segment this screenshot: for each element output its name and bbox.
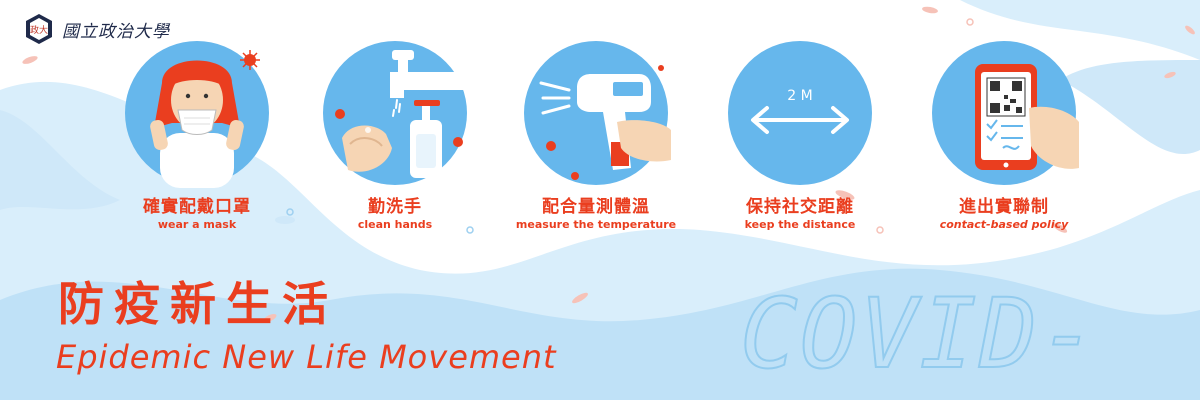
tip-label-zh: 配合量測體溫 <box>542 197 650 217</box>
tip-label-en: wear a mask <box>157 218 237 231</box>
nccu-seal-icon: 政大 <box>26 14 52 44</box>
face-mask-icon <box>125 41 269 188</box>
tip-label-en: clean hands <box>357 218 433 231</box>
main-title-zh: 防疫新生活 <box>58 277 338 331</box>
tip-contact-based-policy: 進出實聯制 contact-based policy <box>904 38 1104 231</box>
distance-label: 2 M <box>787 88 812 104</box>
main-title-en: Epidemic New Life Movement <box>56 338 557 376</box>
covid-watermark: COVID-19 <box>739 277 1099 400</box>
distance-arrow-icon: 2 M <box>728 41 872 185</box>
seal-text: 政大 <box>30 24 48 36</box>
tip-label-en: keep the distance <box>744 218 856 231</box>
tip-measure-temperature: 配合量測體溫 measure the temperature <box>496 38 696 231</box>
qr-code-phone-icon <box>932 41 1079 185</box>
thermometer-gun-icon <box>524 41 671 185</box>
hand-washing-icon <box>323 41 470 185</box>
tip-label-zh: 確實配戴口罩 <box>143 197 251 217</box>
tip-label-zh: 勤洗手 <box>368 197 422 217</box>
tip-keep-distance: 2 M 保持社交距離 keep the distance <box>700 38 900 231</box>
tip-label-zh: 保持社交距離 <box>746 197 854 217</box>
tip-clean-hands: 勤洗手 clean hands <box>295 38 495 231</box>
tip-label-zh: 進出實聯制 <box>959 197 1049 217</box>
university-logo: 政大 國立政治大學 <box>22 12 170 46</box>
tip-wear-mask: 確實配戴口罩 wear a mask <box>97 38 297 231</box>
tip-label-en: measure the temperature <box>515 218 677 231</box>
university-name: 國立政治大學 <box>62 21 170 42</box>
tip-label-en: contact-based policy <box>939 218 1069 231</box>
